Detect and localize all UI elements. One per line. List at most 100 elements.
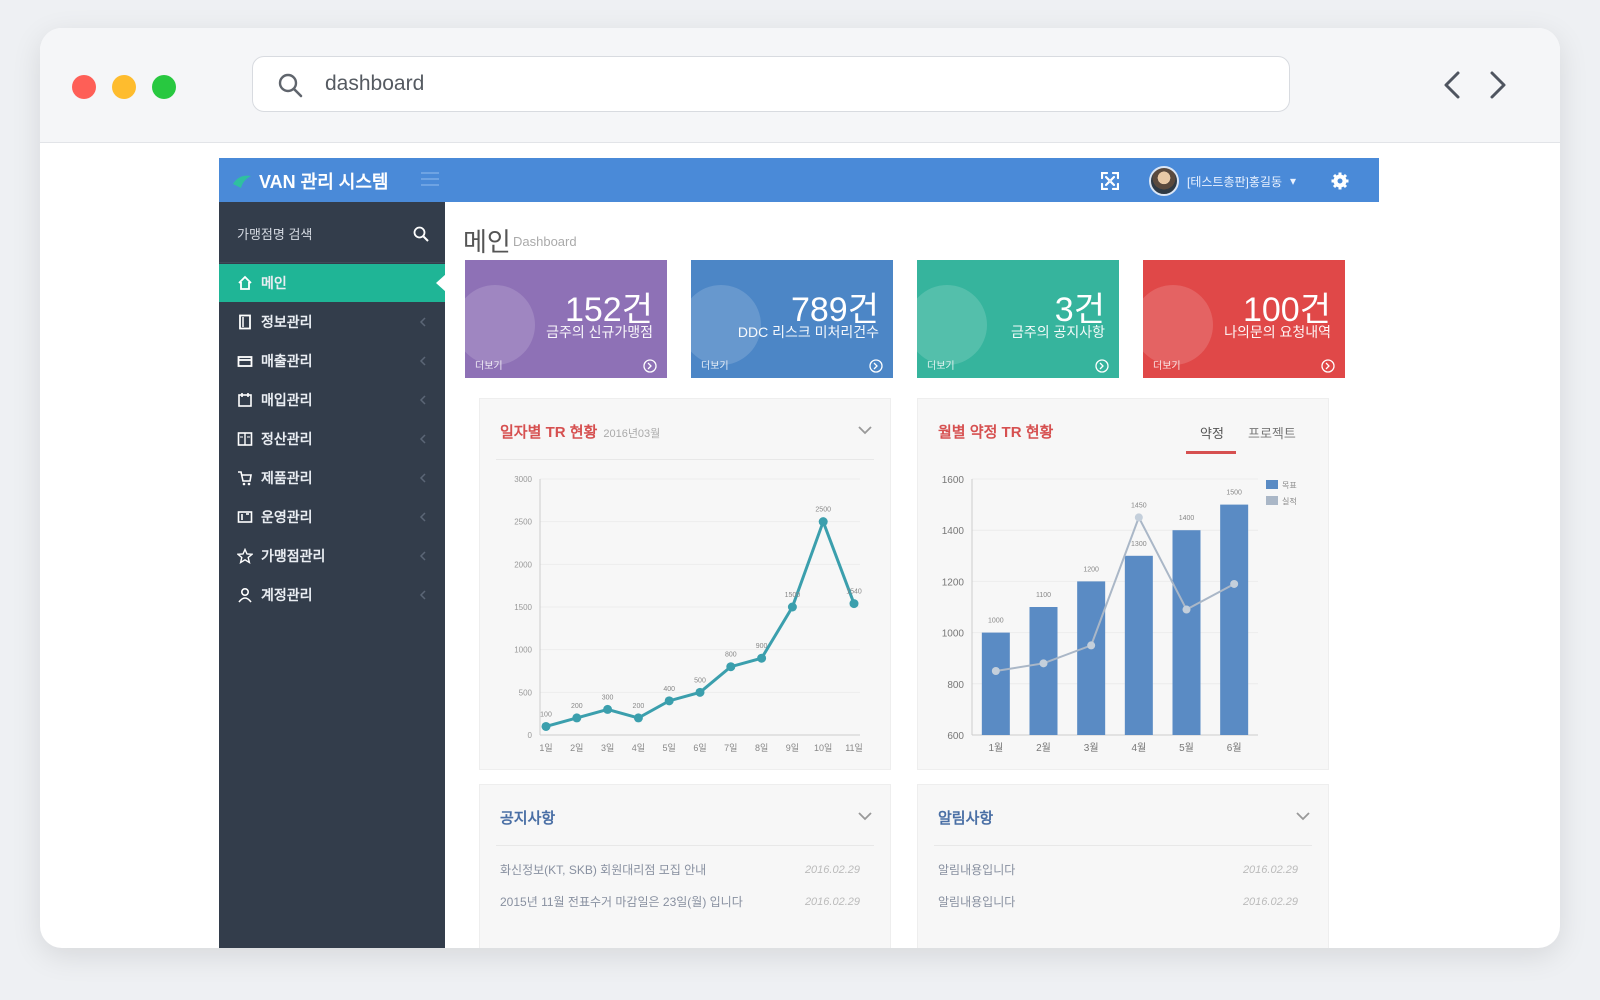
data-point[interactable] [695, 687, 705, 697]
tab-project[interactable]: 프로젝트 [1248, 426, 1296, 441]
stat-label: 금주의 공지사항 [1010, 324, 1105, 340]
alarm-text: 알림내용입니다 [938, 895, 1016, 909]
search-icon [278, 73, 303, 98]
sidebar-item-label: 정산관리 [261, 431, 313, 447]
x-tick-label: 1일 [539, 743, 552, 753]
bar[interactable] [1029, 607, 1058, 735]
data-point[interactable] [849, 599, 859, 609]
close-window-button[interactable] [72, 75, 96, 99]
more-link[interactable]: 더보기 [475, 361, 503, 372]
fullscreen-icon[interactable] [1101, 172, 1119, 190]
x-tick-label: 2월 [1036, 742, 1051, 754]
card-icon [237, 356, 253, 367]
daily-tr-line-chart: 0 500 1000 1500 2000 2500 3000 100 200 300 200 400 5… [514, 475, 863, 753]
data-label: 400 [663, 686, 675, 693]
sidebar-item[interactable]: 메인 [219, 264, 446, 302]
gear-icon[interactable] [1331, 172, 1349, 190]
chevron-left-icon [419, 317, 426, 327]
back-arrow-icon[interactable] [1438, 68, 1468, 102]
data-point[interactable] [1182, 605, 1191, 614]
merchant-search[interactable]: 가맹점명 검색 [219, 202, 445, 263]
daily-tr-subtitle: 2016년03월 [603, 428, 661, 440]
data-point[interactable] [787, 602, 797, 612]
legend-label: 목표 [1282, 481, 1297, 490]
arrow-circle-right-icon[interactable] [1321, 359, 1335, 373]
y-tick-label: 600 [947, 731, 964, 742]
panel-divider [496, 459, 874, 460]
chevron-left-icon [419, 356, 426, 366]
data-point[interactable] [633, 713, 643, 723]
bar[interactable] [981, 632, 1010, 735]
user-menu[interactable]: [테스트총판]홍길동 ▾ [1149, 166, 1296, 196]
address-bar[interactable]: dashboard [252, 56, 1290, 112]
stat-label: DDC 리스크 미처리건수 [737, 324, 879, 340]
monthly-tr-panel: 월별 약정 TR 현황 약정 프로젝트 600 800 1000 1200 1400 16… [917, 398, 1329, 770]
more-link[interactable]: 더보기 [1153, 361, 1181, 372]
calendar-icon [238, 393, 252, 407]
alarm-date: 2016.02.29 [1242, 896, 1298, 908]
forward-arrow-icon[interactable] [1482, 68, 1512, 102]
address-text: dashboard [325, 72, 425, 95]
data-point[interactable] [664, 696, 674, 706]
data-label: 800 [725, 652, 737, 659]
minimize-window-button[interactable] [112, 75, 136, 99]
brand-title: VAN 관리 시스템 [259, 172, 389, 192]
stat-card[interactable]: 152건 금주의 신규가맹점 더보기 [465, 260, 667, 378]
alarm-row[interactable]: 알림내용입니다 2016.02.29 [938, 893, 1308, 913]
sidebar-item-label: 운영관리 [261, 509, 313, 525]
bar[interactable] [1220, 504, 1249, 735]
data-point[interactable] [1087, 641, 1096, 650]
data-point[interactable] [991, 667, 1000, 675]
data-label: 200 [571, 703, 583, 710]
arrow-circle-right-icon[interactable] [643, 359, 657, 373]
data-point[interactable] [818, 517, 828, 527]
sidebar-item[interactable]: 매입관리 [219, 381, 445, 419]
chevron-down-icon[interactable] [858, 811, 872, 821]
stat-card[interactable]: 3건 금주의 공지사항 더보기 [917, 260, 1119, 378]
maximize-window-button[interactable] [152, 75, 176, 99]
y-tick-label: 1500 [514, 603, 532, 612]
data-point[interactable] [1039, 659, 1048, 668]
sidebar-item[interactable]: 정보관리 [219, 303, 445, 341]
x-tick-label: 9일 [786, 743, 799, 753]
bar[interactable] [1172, 530, 1201, 735]
sidebar-item[interactable]: 정산관리 [219, 420, 445, 458]
data-point[interactable] [1134, 513, 1143, 522]
sidebar-item[interactable]: 매출관리 [219, 342, 445, 380]
tab-contract[interactable]: 약정 [1200, 426, 1224, 441]
stat-card[interactable]: 100건 나의문의 요청내역 더보기 [1143, 260, 1345, 378]
sidebar-item[interactable]: 가맹점관리 [219, 537, 445, 575]
sidebar-item[interactable]: 계정관리 [219, 576, 445, 614]
sidebar-item[interactable]: 제품관리 [219, 459, 445, 497]
notice-row[interactable]: 화신정보(KT, SKB) 회원대리점 모집 안내 2016.02.29 [500, 861, 870, 881]
panel-divider [934, 845, 1312, 846]
brand[interactable]: VAN 관리 시스템 [231, 168, 388, 194]
stat-value: 152건 [564, 291, 653, 329]
monthly-tr-bar-chart: 600 800 1000 1200 1400 1600 1000 1100 1200 1300 14… [942, 475, 1297, 754]
panel-divider [496, 845, 874, 846]
more-link[interactable]: 더보기 [701, 361, 729, 372]
data-point[interactable] [603, 704, 613, 714]
alarm-row[interactable]: 알림내용입니다 2016.02.29 [938, 861, 1308, 881]
bar[interactable] [1077, 581, 1106, 735]
data-point[interactable] [1230, 579, 1239, 588]
stat-card[interactable]: 789건 DDC 리스크 미처리건수 더보기 [691, 260, 893, 378]
hamburger-icon[interactable] [421, 172, 439, 186]
arrow-circle-right-icon[interactable] [869, 359, 883, 373]
sidebar-item[interactable]: 운영관리 [219, 498, 445, 536]
chevron-left-icon [419, 473, 426, 483]
search-icon[interactable] [413, 226, 429, 242]
bar[interactable] [1124, 555, 1153, 735]
x-tick-label: 10일 [814, 743, 832, 753]
data-point[interactable] [541, 721, 551, 731]
cart-icon [238, 471, 252, 486]
more-link[interactable]: 더보기 [927, 361, 955, 372]
chevron-down-icon[interactable] [1296, 811, 1310, 821]
notice-row[interactable]: 2015년 11월 전표수거 마감일은 23일(월) 입니다 2016.02.29 [500, 893, 870, 913]
arrow-circle-right-icon[interactable] [1095, 359, 1109, 373]
data-point[interactable] [726, 662, 736, 672]
data-point[interactable] [757, 653, 767, 663]
chevron-down-icon[interactable] [858, 425, 872, 435]
alarm-text: 알림내용입니다 [938, 863, 1016, 877]
data-point[interactable] [572, 713, 582, 723]
